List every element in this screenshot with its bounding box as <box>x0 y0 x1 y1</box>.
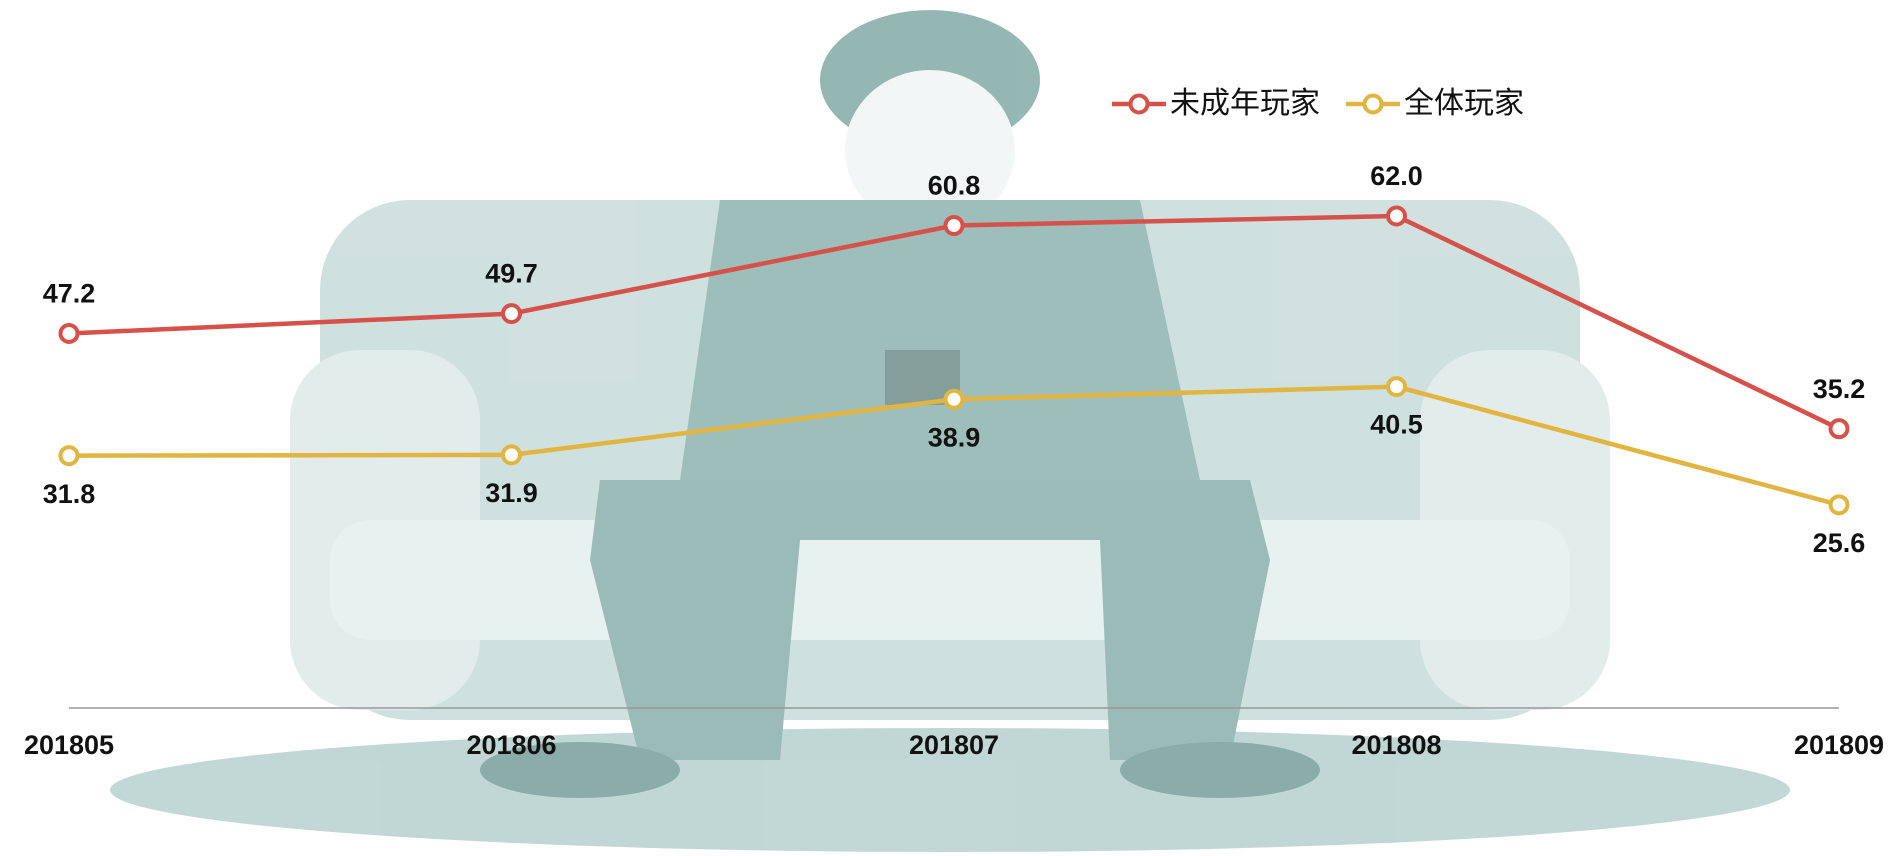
data-label: 35.2 <box>1813 374 1866 404</box>
data-label: 49.7 <box>485 259 538 289</box>
point <box>58 322 80 344</box>
data-label: 47.2 <box>43 279 96 309</box>
data-label: 25.6 <box>1813 528 1866 558</box>
point <box>1386 205 1407 227</box>
point <box>501 444 522 466</box>
point <box>943 215 965 237</box>
data-label: 40.5 <box>1370 410 1423 440</box>
point <box>501 303 522 325</box>
x-tick-label: 201807 <box>909 730 999 760</box>
x-tick-label: 201809 <box>1794 730 1884 760</box>
legend-marker <box>1128 93 1150 115</box>
point <box>1386 376 1407 398</box>
point <box>58 445 80 467</box>
background-illustration <box>110 10 1790 852</box>
point <box>1828 494 1850 516</box>
data-label: 62.0 <box>1370 161 1423 191</box>
data-label: 31.9 <box>485 478 538 508</box>
x-tick-label: 201808 <box>1351 730 1441 760</box>
data-label: 38.9 <box>928 422 981 452</box>
legend-marker <box>1362 93 1384 115</box>
data-label: 60.8 <box>928 171 981 201</box>
point <box>1828 418 1850 440</box>
x-tick-label: 201805 <box>24 730 114 760</box>
x-tick-label: 201806 <box>466 730 556 760</box>
legend-label: 未成年玩家 <box>1170 87 1320 120</box>
legend-label: 全体玩家 <box>1404 87 1524 120</box>
point <box>943 388 965 410</box>
data-label: 31.8 <box>43 479 96 509</box>
